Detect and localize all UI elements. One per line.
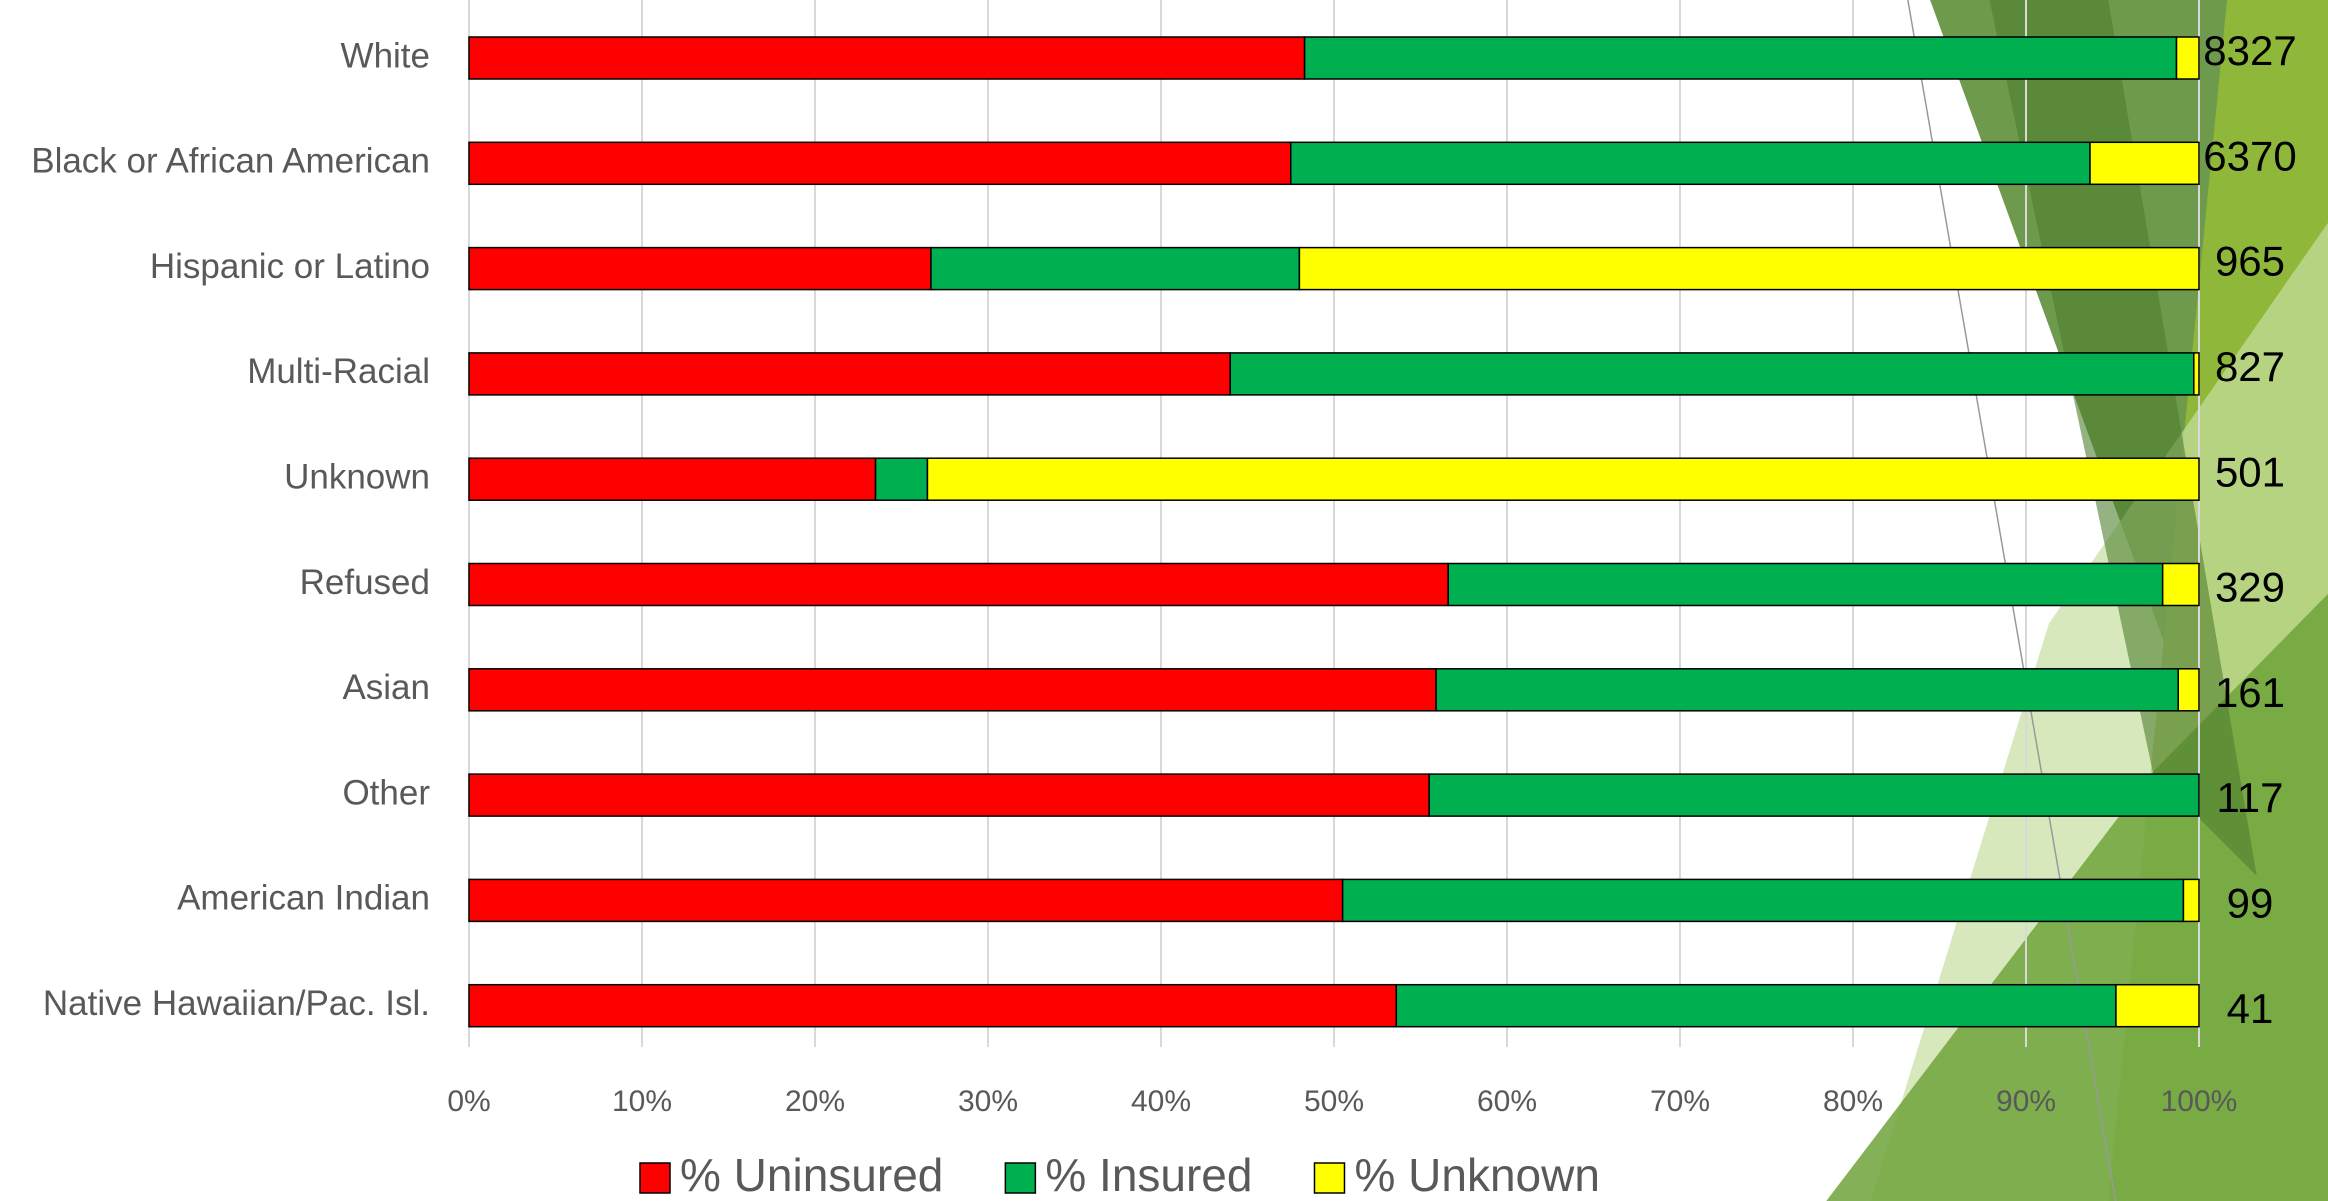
x-tick-label: 10% <box>612 1085 672 1118</box>
x-tick-label: 30% <box>958 1085 1018 1118</box>
category-label: Asian <box>342 668 430 707</box>
total-label: 8327 <box>2203 27 2296 74</box>
category-label: Hispanic or Latino <box>150 247 430 286</box>
bar-segment <box>1230 353 2194 395</box>
bar-segment <box>2183 879 2199 921</box>
category-label: White <box>341 36 430 75</box>
x-tick-label: 40% <box>1131 1085 1191 1118</box>
total-label: 6370 <box>2203 132 2296 179</box>
category-label: American Indian <box>177 879 430 918</box>
x-tick-label: 80% <box>1823 1085 1883 1118</box>
bar-segment <box>469 142 1291 184</box>
total-label: 161 <box>2215 669 2285 716</box>
total-label: 99 <box>2227 879 2274 926</box>
legend-label: % Uninsured <box>680 1149 943 1201</box>
bar-segment <box>1448 564 2162 606</box>
bar-segment <box>1429 774 2199 816</box>
bar-segment <box>469 353 1230 395</box>
bar-segment <box>469 458 876 500</box>
category-label: Unknown <box>284 457 430 496</box>
legend-swatch <box>1005 1163 1035 1193</box>
bar-segment <box>469 564 1448 606</box>
category-label: Multi-Racial <box>247 352 430 391</box>
bar-segment <box>469 774 1429 816</box>
total-label: 501 <box>2215 448 2285 495</box>
bar-segment <box>1305 37 2177 79</box>
total-label: 41 <box>2227 985 2274 1032</box>
bar-segment <box>2178 669 2199 711</box>
bar-segment <box>2116 985 2199 1027</box>
total-label: 827 <box>2215 343 2285 390</box>
x-tick-label: 20% <box>785 1085 845 1118</box>
bar-segment <box>1291 142 2090 184</box>
total-label: 117 <box>2217 774 2284 821</box>
bar-segment <box>469 37 1305 79</box>
x-tick-label: 0% <box>447 1085 490 1118</box>
legend-label: % Unknown <box>1354 1149 1599 1201</box>
bar-segment <box>1299 248 2199 290</box>
category-label: Black or African American <box>31 142 430 181</box>
bar-segment <box>469 879 1343 921</box>
legend-label: % Insured <box>1045 1149 1252 1201</box>
bar-segment <box>1396 985 2116 1027</box>
chart: 0% 10% 20% 30% 40% 50% 60% 70% 80% 90% 100% White 83… <box>0 0 2328 1201</box>
bar-segment <box>1436 669 2178 711</box>
bar-segment <box>2177 37 2199 79</box>
bar-segment <box>2163 564 2199 606</box>
x-tick-label: 90% <box>1996 1085 2056 1118</box>
legend-swatch <box>1314 1163 1344 1193</box>
bar-segment <box>2194 353 2199 395</box>
x-tick-label: 100% <box>2161 1085 2238 1118</box>
bar-segment <box>1343 879 2184 921</box>
bar-segment <box>876 458 928 500</box>
category-label: Refused <box>300 563 430 602</box>
legend-swatch <box>640 1163 670 1193</box>
total-label: 329 <box>2215 564 2285 611</box>
category-label: Native Hawaiian/Pac. Isl. <box>43 984 430 1023</box>
bar-segment <box>931 248 1299 290</box>
bar-segment <box>927 458 2199 500</box>
x-tick-label: 60% <box>1477 1085 1537 1118</box>
total-label: 965 <box>2215 238 2285 285</box>
x-tick-label: 50% <box>1304 1085 1364 1118</box>
bar-segment <box>469 985 1396 1027</box>
bar-segment <box>2090 142 2199 184</box>
x-tick-label: 70% <box>1650 1085 1710 1118</box>
category-label: Other <box>342 773 430 812</box>
bar-segment <box>469 669 1436 711</box>
page: 0% 10% 20% 30% 40% 50% 60% 70% 80% 90% 100% White 83… <box>0 0 2328 1201</box>
bar-segment <box>469 248 931 290</box>
